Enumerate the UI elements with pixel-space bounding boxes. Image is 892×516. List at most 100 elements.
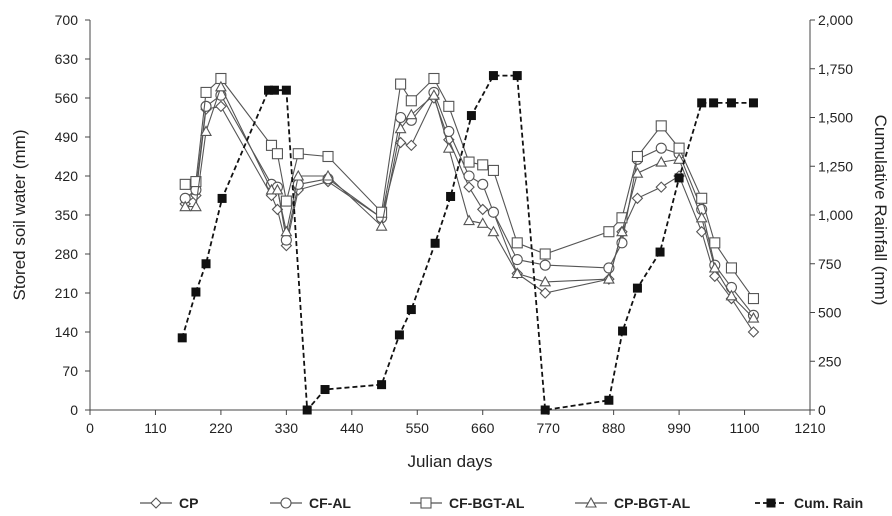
data-point-cf-bgt-al (709, 237, 721, 249)
data-point-cp-bgt-al (427, 89, 440, 100)
data-point-cum-rain (269, 85, 279, 95)
y2-tick-label: 500 (818, 305, 842, 321)
data-point-cf-bgt-al (477, 159, 489, 171)
data-point-cp-bgt-al (179, 200, 192, 212)
data-point-cp-bgt-al (616, 225, 628, 237)
data-point-cf-bgt-al (725, 262, 738, 274)
data-point-cp-bgt-al (695, 211, 708, 223)
data-point-cf-bgt-al (443, 100, 455, 112)
y-tick-label: 700 (55, 12, 79, 28)
data-point-cp-bgt-al (442, 142, 455, 153)
data-point-cf-al (200, 100, 212, 112)
data-point-cum-rain (709, 98, 719, 108)
x-tick-label: 550 (406, 420, 430, 436)
data-point-cf-al (395, 111, 407, 124)
series-cf-bgt-al (179, 72, 760, 305)
data-point-cp (655, 181, 668, 193)
data-point-cp-bgt-al (322, 169, 334, 181)
data-point-cp-bgt-al (463, 214, 475, 226)
data-point-cum-rain (446, 191, 456, 201)
x-tick-label: 220 (209, 420, 233, 436)
legend-marker (150, 497, 162, 509)
data-point-cf-bgt-al (179, 178, 191, 190)
data-point-cf-bgt-al (655, 120, 667, 132)
series-cp-bgt-al (179, 80, 760, 323)
y-ticks-right: 0 250 500 750 1,000 1,250 1,500 1,750 2,000 (810, 12, 853, 418)
x-tick-label: 990 (667, 420, 691, 436)
data-point-cp-bgt-al (394, 122, 407, 134)
data-point-cp (709, 270, 721, 283)
legend-marker (766, 498, 776, 508)
data-point-cp-bgt-al (673, 153, 686, 164)
data-point-cum-rain (281, 85, 291, 95)
data-point-cf-al (292, 178, 304, 190)
data-point-cum-rain (748, 98, 758, 108)
data-point-cf-al (487, 206, 499, 218)
data-point-cp-bgt-al (200, 125, 212, 136)
data-point-cf-al (655, 142, 667, 154)
data-point-cp-bgt-al (487, 225, 500, 237)
data-point-cum-rain (697, 98, 707, 108)
legend-label: CF-AL (309, 495, 351, 511)
data-point-cum-rain (466, 111, 476, 121)
data-point-cp-bgt-al (189, 200, 202, 212)
x-axis-title: Julian days (407, 452, 492, 471)
data-point-cum-rain (655, 247, 665, 257)
data-point-cp (476, 203, 489, 216)
y-tick-label: 350 (55, 207, 79, 223)
data-point-cp-bgt-al (476, 217, 489, 228)
data-point-cp-bgt-al (214, 80, 227, 92)
data-point-cum-rain (488, 71, 498, 81)
y-axis-title: Stored soil water (mm) (10, 130, 29, 301)
data-point-cf-bgt-al (265, 139, 278, 151)
y-tick-label: 560 (55, 90, 79, 106)
data-point-cp (747, 326, 760, 338)
y2-tick-label: 1,000 (818, 207, 853, 223)
legend-marker (585, 496, 597, 508)
data-point-cp-bgt-al (375, 220, 388, 231)
data-point-cp-bgt-al (631, 167, 644, 178)
legend-item-cp: CP (140, 495, 198, 511)
y2-tick-label: 1,750 (818, 61, 853, 77)
data-point-cp-bgt-al (725, 289, 738, 301)
y2-tick-label: 2,000 (818, 12, 853, 28)
legend-label: Cum. Rain (794, 495, 863, 511)
legend-marker (280, 497, 292, 509)
data-point-cf-bgt-al (487, 164, 499, 176)
y2-tick-label: 0 (818, 402, 826, 418)
series-line-cum-rain (181, 74, 754, 413)
data-point-cum-rain (217, 193, 227, 203)
data-point-cp (405, 139, 418, 152)
y-tick-label: 0 (70, 402, 78, 418)
series-cum-rain (177, 71, 758, 415)
series-layer (177, 71, 760, 415)
y2-tick-label: 1,500 (818, 110, 853, 126)
y-tick-label: 70 (62, 363, 78, 379)
data-point-cf-al (539, 259, 551, 271)
data-point-cp-bgt-al (511, 267, 524, 279)
data-point-cp-bgt-al (539, 275, 552, 287)
data-point-cf-bgt-al (511, 237, 523, 249)
data-point-cum-rain (377, 380, 387, 390)
data-point-cf-bgt-al (603, 226, 615, 238)
x-ticks: 0 110 220 330 440 550 660 770 880 990 1100 1210 (86, 410, 826, 436)
series-line-cp (184, 96, 754, 333)
data-point-cum-rain (618, 326, 628, 336)
data-point-cp (631, 192, 644, 205)
x-tick-label: 330 (275, 420, 299, 436)
data-point-cum-rain (394, 330, 404, 340)
data-point-cf-bgt-al (376, 206, 388, 218)
data-point-cp (215, 100, 227, 113)
data-point-cf-bgt-al (747, 293, 760, 305)
x-tick-label: 770 (537, 420, 561, 436)
legend-label: CF-BGT-AL (449, 495, 525, 511)
data-point-cf-al (511, 254, 523, 266)
legend-label: CP-BGT-AL (614, 495, 691, 511)
data-point-cum-rain (191, 287, 201, 297)
legend-marker (420, 497, 432, 509)
legend-item-cf-al: CF-AL (270, 495, 351, 511)
data-point-cf-bgt-al (463, 156, 475, 168)
data-point-cf-bgt-al (292, 148, 304, 160)
x-tick-label: 110 (144, 420, 167, 436)
y-tick-label: 280 (55, 246, 79, 262)
